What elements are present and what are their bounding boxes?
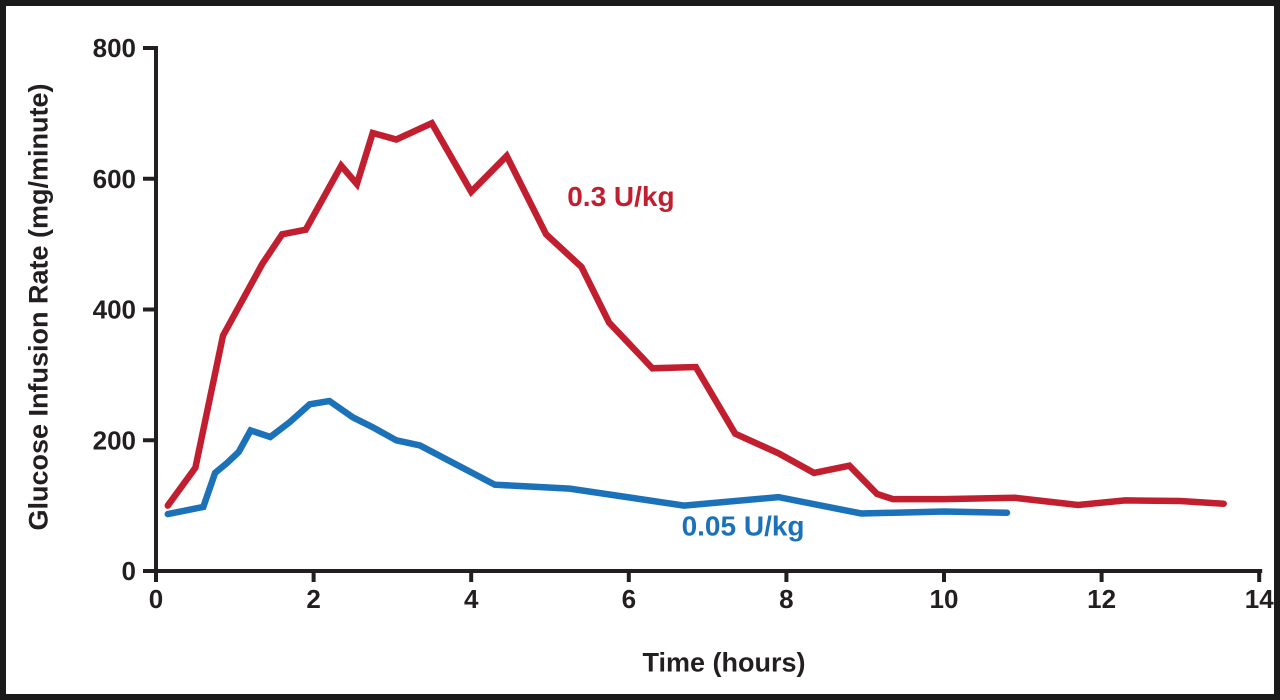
y-tick-label: 400 bbox=[93, 295, 136, 325]
y-tick-label: 600 bbox=[93, 164, 136, 194]
x-tick-label: 12 bbox=[1087, 584, 1116, 614]
y-tick-label: 200 bbox=[93, 425, 136, 455]
y-tick-label: 0 bbox=[122, 556, 136, 586]
x-tick-label: 6 bbox=[622, 584, 636, 614]
x-tick-label: 4 bbox=[464, 584, 479, 614]
series-label-0: 0.3 U/kg bbox=[567, 181, 674, 212]
y-axis-title: Glucose Infusion Rate (mg/minute) bbox=[23, 83, 54, 531]
series-line-0 bbox=[164, 119, 1227, 509]
x-tick-label: 8 bbox=[779, 584, 793, 614]
series-label-1: 0.05 U/kg bbox=[682, 511, 805, 542]
x-tick-label: 14 bbox=[1245, 584, 1274, 614]
x-tick-label: 10 bbox=[930, 584, 959, 614]
chart-canvas: 0 200 400 600 800 0 2 4 6 8 10 12 14 0.3 U/kg 0.05 U/k… bbox=[93, 33, 1274, 614]
x-tick-label: 0 bbox=[149, 584, 163, 614]
y-tick-label: 800 bbox=[93, 33, 136, 63]
series-line-1 bbox=[164, 397, 1011, 518]
x-axis-title: Time (hours) bbox=[642, 647, 806, 678]
x-tick-label: 2 bbox=[306, 584, 320, 614]
